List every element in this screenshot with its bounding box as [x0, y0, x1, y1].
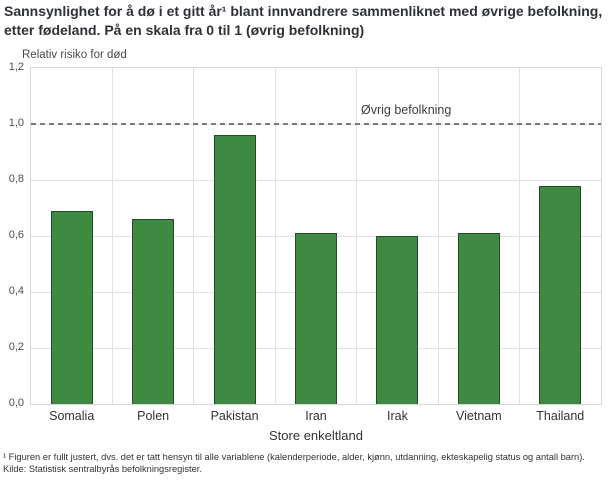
x-category-label-vietnam: Vietnam — [456, 409, 502, 423]
x-category-label-irak: Irak — [387, 409, 408, 423]
gridline-horizontal — [31, 179, 601, 181]
y-tick-label: 0,8 — [8, 173, 24, 185]
bar-pakistan — [213, 135, 256, 404]
plot-area: Øvrig befolkning — [30, 67, 602, 405]
x-category-label-polen: Polen — [137, 409, 170, 423]
gridline-vertical — [274, 68, 276, 404]
bar-somalia — [50, 210, 93, 404]
y-tick-label: 0,0 — [8, 397, 24, 409]
bar-polen — [132, 219, 175, 404]
chart-title: Sannsynlighet for å dø i et gitt år¹ bla… — [4, 3, 603, 38]
bar-thailand — [539, 185, 582, 404]
gridline-vertical — [437, 68, 439, 404]
y-tick-label: 0,6 — [8, 229, 24, 241]
y-tick-label: 1,0 — [8, 117, 24, 129]
bar-iran — [295, 233, 337, 404]
y-tick-label: 1,2 — [8, 61, 24, 73]
x-category-label-iran: Iran — [305, 409, 327, 423]
y-tick-label: 0,4 — [8, 285, 24, 297]
y-axis-title: Relativ risiko for død — [22, 49, 127, 61]
x-category-label-thailand: Thailand — [536, 409, 585, 423]
x-category-label-somalia: Somalia — [49, 409, 95, 423]
gridline-vertical — [193, 68, 195, 404]
gridline-vertical — [111, 68, 113, 404]
reference-line — [31, 123, 601, 125]
reference-line-label: Øvrig befolkning — [361, 103, 452, 117]
x-axis-title: Store enkeltland — [269, 428, 363, 443]
x-category-label-pakistan: Pakistan — [210, 409, 259, 423]
bar-irak — [376, 236, 419, 404]
bar-vietnam — [457, 233, 500, 404]
gridline-vertical — [519, 68, 521, 404]
y-tick-label: 0,2 — [8, 341, 24, 353]
footnotes: ¹ Figuren er fullt justert, dvs. det er … — [3, 452, 609, 475]
footnote-adjustment-note: ¹ Figuren er fullt justert, dvs. det er … — [3, 452, 585, 462]
footnote-source: Kilde: Statistisk sentralbyrås befolknin… — [3, 463, 202, 474]
gridline-vertical — [356, 68, 358, 404]
